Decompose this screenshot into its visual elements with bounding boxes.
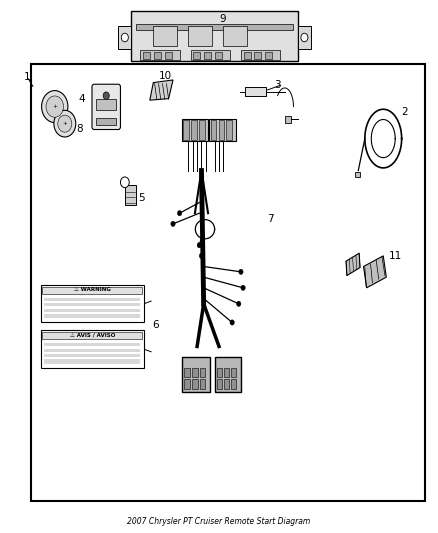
Bar	[223, 26, 247, 46]
Bar	[184, 379, 190, 389]
Bar	[42, 287, 142, 294]
Bar	[182, 357, 210, 392]
Bar	[188, 26, 212, 46]
Text: 6: 6	[152, 320, 159, 330]
Circle shape	[42, 91, 68, 123]
Circle shape	[46, 96, 64, 117]
Bar	[215, 357, 241, 392]
Bar	[153, 26, 177, 46]
Circle shape	[197, 243, 201, 248]
Bar	[41, 330, 144, 368]
Circle shape	[120, 177, 129, 188]
Bar	[41, 285, 144, 322]
Circle shape	[237, 301, 241, 306]
Bar	[193, 52, 200, 59]
Bar	[254, 52, 261, 59]
Bar	[136, 24, 293, 30]
Text: 1: 1	[24, 72, 31, 82]
Bar	[217, 368, 222, 377]
Bar	[184, 368, 190, 377]
Bar	[217, 379, 222, 389]
Bar	[140, 50, 180, 60]
Bar	[192, 368, 198, 377]
Bar	[125, 185, 136, 205]
Bar	[44, 343, 140, 346]
Bar	[183, 120, 189, 140]
Bar	[199, 120, 205, 140]
Text: +: +	[52, 104, 57, 109]
Polygon shape	[150, 80, 173, 100]
Bar	[200, 368, 205, 377]
Bar	[211, 120, 216, 140]
Text: 7: 7	[267, 214, 274, 223]
Circle shape	[230, 320, 234, 325]
Bar	[44, 314, 140, 317]
Text: 9: 9	[219, 14, 226, 23]
Bar	[44, 360, 140, 364]
Text: ⚠ WARNING: ⚠ WARNING	[74, 287, 111, 293]
Bar	[154, 52, 161, 59]
Bar	[143, 52, 150, 59]
Bar	[219, 120, 224, 140]
Bar	[244, 52, 251, 59]
Bar	[231, 379, 236, 389]
Text: 3: 3	[274, 80, 280, 90]
Bar	[44, 298, 140, 301]
Bar	[245, 87, 266, 96]
Circle shape	[121, 33, 128, 42]
Bar	[224, 368, 229, 377]
Bar	[96, 118, 116, 125]
Bar	[182, 119, 208, 141]
Bar	[298, 26, 311, 49]
Bar	[44, 359, 140, 362]
Polygon shape	[346, 253, 360, 276]
Bar	[44, 349, 140, 352]
FancyBboxPatch shape	[92, 84, 120, 130]
Circle shape	[58, 115, 72, 132]
Bar	[44, 309, 140, 312]
Text: 4: 4	[79, 94, 85, 103]
Bar	[224, 379, 229, 389]
Bar	[265, 52, 272, 59]
Bar	[192, 379, 198, 389]
Text: 2: 2	[401, 107, 407, 117]
Circle shape	[301, 33, 308, 42]
Circle shape	[171, 221, 175, 227]
Text: 5: 5	[138, 193, 145, 203]
Bar	[131, 11, 298, 61]
Text: 10: 10	[159, 71, 172, 81]
Bar	[96, 99, 116, 110]
Bar	[44, 303, 140, 306]
Circle shape	[239, 269, 243, 274]
Text: 8: 8	[77, 124, 83, 134]
Circle shape	[54, 110, 76, 137]
Text: +: +	[63, 121, 67, 126]
Bar	[215, 52, 222, 59]
Circle shape	[177, 211, 182, 216]
Text: 11: 11	[389, 251, 402, 261]
Bar	[231, 368, 236, 377]
Bar	[44, 315, 140, 318]
Bar	[285, 116, 291, 123]
Bar	[191, 50, 230, 60]
Bar	[204, 52, 211, 59]
Bar	[118, 26, 131, 49]
Polygon shape	[364, 256, 386, 288]
Bar	[191, 120, 197, 140]
Bar	[200, 379, 205, 389]
Bar	[44, 354, 140, 357]
Bar	[209, 119, 236, 141]
Text: ⚠ AVIS / AVISO: ⚠ AVIS / AVISO	[70, 333, 115, 338]
Text: 2007 Chrysler PT Cruiser Remote Start Diagram: 2007 Chrysler PT Cruiser Remote Start Di…	[127, 517, 311, 526]
Bar	[42, 332, 142, 339]
Bar	[355, 172, 360, 177]
Bar	[165, 52, 172, 59]
Circle shape	[103, 92, 110, 99]
Bar	[226, 120, 232, 140]
Circle shape	[241, 285, 245, 290]
Bar	[31, 64, 425, 501]
Bar	[241, 50, 280, 60]
Circle shape	[199, 253, 204, 259]
